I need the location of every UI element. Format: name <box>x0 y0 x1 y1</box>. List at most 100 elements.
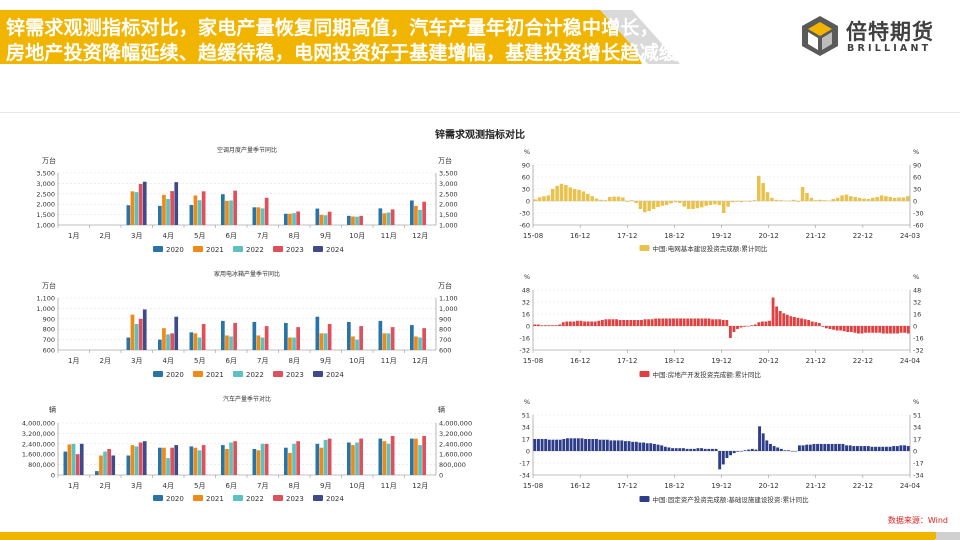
x-tick-label: 15-08 <box>523 482 543 490</box>
bar <box>252 207 257 225</box>
bar <box>170 191 174 225</box>
bar <box>700 201 704 208</box>
bar <box>889 326 892 334</box>
bar <box>260 443 265 475</box>
bar <box>382 213 387 225</box>
bar <box>572 321 576 326</box>
bar <box>536 439 540 451</box>
bar <box>640 320 643 326</box>
x-tick-label: 9月 <box>320 232 331 240</box>
bar <box>855 446 859 451</box>
legend-swatch <box>639 245 650 251</box>
bar <box>895 446 899 451</box>
bar <box>849 326 853 332</box>
x-tick-label: 24-04 <box>900 482 921 490</box>
bar <box>768 320 771 326</box>
legend-label: 中国:房地产开发投资完成额:累计同比 <box>653 370 762 379</box>
bar <box>800 318 803 326</box>
bar <box>422 201 426 225</box>
bar <box>410 200 414 225</box>
bar <box>629 200 634 201</box>
legend-swatch <box>273 371 283 377</box>
bar <box>747 449 751 451</box>
bar <box>193 333 198 350</box>
bar <box>162 447 166 475</box>
y-tick-label-left: 0 <box>51 472 55 480</box>
bar <box>707 448 711 451</box>
bar <box>732 326 736 332</box>
bar <box>315 208 320 225</box>
bar <box>221 320 225 350</box>
x-tick-label: 20-12 <box>758 482 778 490</box>
bar <box>857 326 860 334</box>
x-tick-label: 17-12 <box>617 357 637 365</box>
bar <box>170 447 174 475</box>
bar <box>818 199 822 201</box>
bar <box>347 442 351 475</box>
bar <box>661 318 665 326</box>
bar <box>67 444 72 475</box>
bar <box>252 321 257 350</box>
x-tick-label: 16-12 <box>570 357 590 365</box>
bar <box>565 438 569 451</box>
bar <box>884 196 888 201</box>
bar <box>225 200 229 225</box>
bar <box>327 324 332 350</box>
bar <box>832 326 835 330</box>
bar <box>765 440 769 451</box>
bar <box>842 326 846 332</box>
bar <box>686 318 690 326</box>
bar <box>785 314 789 326</box>
x-tick-label: 15-08 <box>523 232 543 240</box>
footer-grey <box>936 532 960 540</box>
y-tick-label-left: 1,600,000 <box>22 451 55 459</box>
bar <box>576 438 580 451</box>
bar <box>288 452 292 475</box>
header-banner: 锌需求观测指标对比，家电产量恢复同期高值，汽车产量年初合计稳中增长， 房地产投资… <box>0 0 960 76</box>
bar <box>229 336 233 350</box>
bar <box>679 318 683 326</box>
bar <box>189 332 194 350</box>
bar <box>95 471 99 475</box>
legend-swatch <box>233 371 243 377</box>
bar <box>590 321 594 326</box>
x-tick-label: 18-12 <box>664 357 684 365</box>
x-tick-label: 3月 <box>131 482 142 490</box>
x-tick-label: 5月 <box>194 482 205 490</box>
bar <box>700 448 704 451</box>
bar <box>888 197 893 201</box>
bar <box>692 448 696 451</box>
bar <box>678 201 682 203</box>
bar <box>631 441 635 451</box>
bar <box>874 326 878 333</box>
bar <box>586 193 590 201</box>
bar <box>837 443 841 451</box>
y-tick-label-left: 51 <box>522 412 530 420</box>
bar <box>170 333 174 350</box>
bar <box>805 444 809 451</box>
x-tick-label: 11月 <box>381 232 397 240</box>
bar <box>725 451 729 459</box>
x-tick-label: 10月 <box>349 357 365 365</box>
bar <box>642 442 646 451</box>
x-tick-label: 18-12 <box>664 482 684 490</box>
bar <box>193 447 198 475</box>
bar <box>327 211 332 225</box>
bar <box>576 320 579 326</box>
bar <box>587 439 591 451</box>
bar <box>600 320 604 326</box>
x-tick-label: 16-12 <box>570 232 590 240</box>
bar <box>410 438 414 475</box>
bar <box>739 326 743 328</box>
y-tick-label-left: 1,100 <box>36 295 55 303</box>
bar <box>884 446 888 451</box>
bar <box>718 451 722 470</box>
x-tick-label: 11月 <box>381 482 397 490</box>
bar <box>142 181 147 225</box>
bar <box>315 443 320 475</box>
bar <box>819 443 823 451</box>
x-tick-label: 2月 <box>100 357 111 365</box>
y-tick-label-right: -30 <box>913 210 924 218</box>
bar <box>903 445 907 451</box>
